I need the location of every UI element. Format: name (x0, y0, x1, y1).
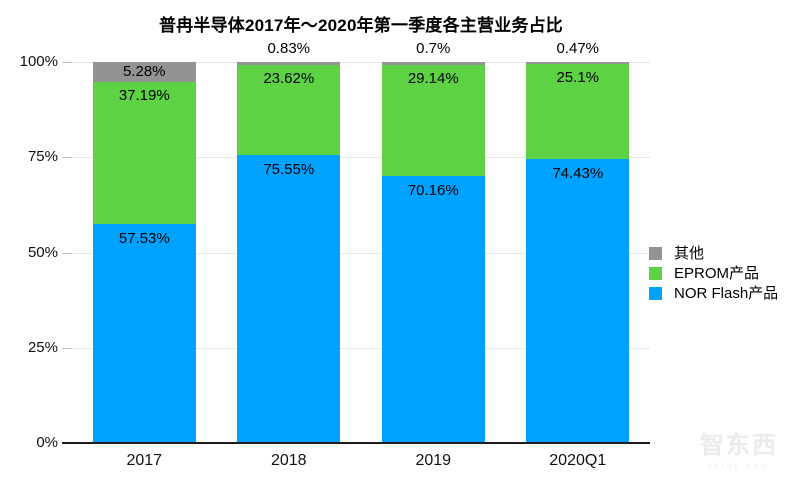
watermark: 智东西 zhidx.com (686, 432, 792, 471)
y-axis-tick (62, 62, 72, 63)
y-axis-label: 75% (27, 148, 58, 166)
gridline (72, 252, 650, 254)
legend-swatch-nor-flash (649, 287, 662, 300)
legend-label: NOR Flash产品 (674, 285, 779, 302)
value-label-eprom: 37.19% (118, 87, 170, 105)
legend-swatch-eprom (649, 267, 662, 280)
watermark-logo: 智东西 (700, 432, 778, 459)
y-axis-label: 25% (27, 338, 58, 356)
value-label-other: 0.7% (416, 40, 451, 57)
x-axis-label: 2018 (270, 452, 307, 469)
bar-segment-other (92, 62, 196, 83)
y-axis-tick (62, 347, 72, 349)
value-label-other: 0.47% (556, 40, 600, 57)
legend-label: EPROM产品 (674, 265, 760, 282)
y-axis-label: 0% (36, 434, 58, 451)
watermark-domain: zhidx.com (707, 462, 771, 471)
legend-item-other: 其他 (649, 245, 778, 262)
bar-segment-eprom (526, 63, 630, 160)
bar-segment-nor (237, 155, 341, 443)
y-axis-tick (62, 157, 72, 159)
legend-item-nor-flash: NOR Flash产品 (649, 285, 779, 302)
bar-segment-nor (92, 223, 196, 443)
legend-label: 其他 (674, 245, 705, 262)
value-label-nor: 57.53% (118, 229, 170, 247)
x-axis-label: 2020Q1 (549, 452, 607, 469)
y-axis-label: 100% (19, 53, 58, 70)
y-axis-tick (62, 252, 72, 254)
chart-title: 普冉半导体2017年～2020年第一季度各主营业务占比 (158, 16, 564, 35)
value-label-nor: 70.16% (407, 181, 459, 199)
bar-segment-nor (381, 175, 485, 443)
bar-segment-eprom (92, 82, 196, 224)
value-label-nor: 74.43% (552, 165, 604, 183)
bar-segment-other (381, 62, 485, 65)
bar-segment-nor (526, 159, 630, 443)
value-label-nor: 75.55% (263, 161, 315, 179)
y-axis-label: 50% (27, 243, 58, 261)
value-label-other: 0.83% (267, 40, 311, 57)
legend-item-eprom: EPROM产品 (649, 265, 778, 282)
value-label-other: 5.28% (122, 63, 166, 81)
bar-segment-other (237, 62, 341, 66)
legend: 其他 EPROM产品 NOR Flash产品 (649, 245, 779, 307)
bar-segment-eprom (381, 64, 485, 176)
bar-segment-eprom (237, 65, 341, 156)
x-axis-line (62, 442, 650, 444)
value-label-eprom: 23.62% (263, 70, 315, 88)
gridline (72, 62, 650, 63)
gridline (72, 157, 650, 159)
gridline (72, 347, 650, 349)
bar-segment-other (526, 62, 630, 64)
legend-swatch-other (649, 247, 662, 260)
x-axis-label: 2019 (415, 452, 452, 469)
value-label-eprom: 29.14% (407, 69, 459, 87)
value-label-eprom: 25.1% (556, 68, 600, 86)
x-axis-label: 2017 (126, 452, 163, 469)
